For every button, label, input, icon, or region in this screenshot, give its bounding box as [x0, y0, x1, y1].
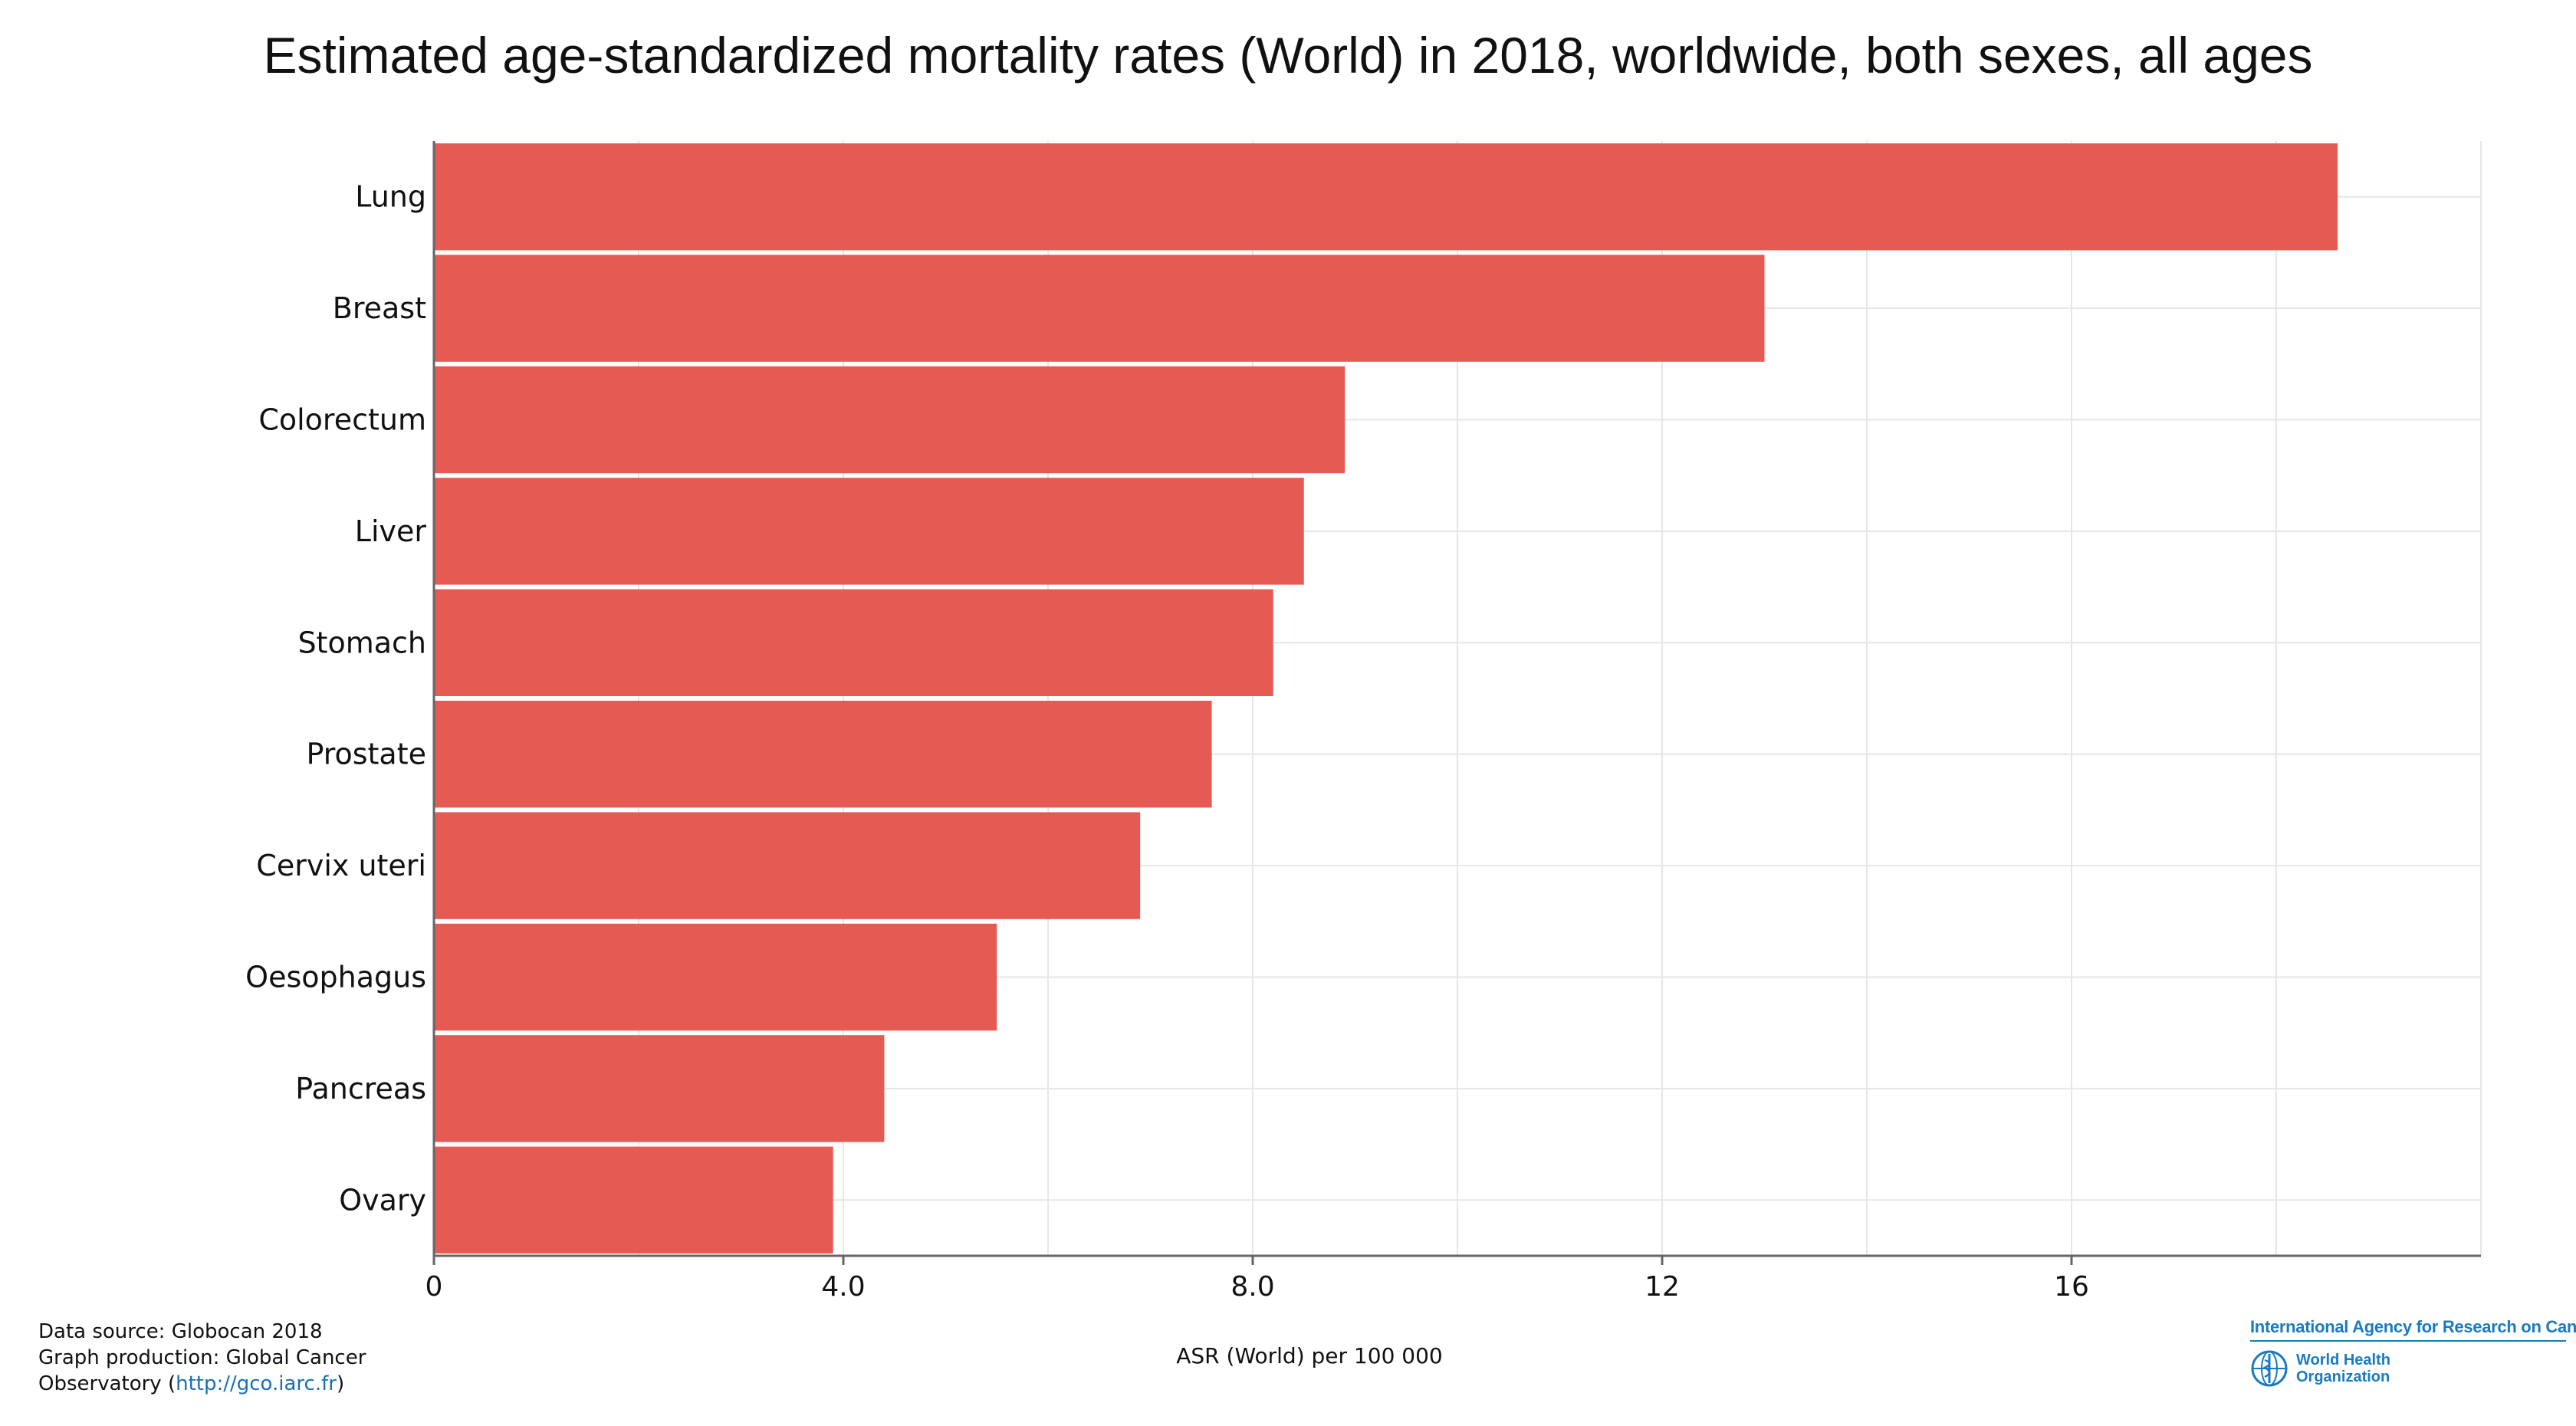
category-label: Ovary [339, 1183, 426, 1217]
bar-breast [434, 255, 1765, 362]
category-labels: Lung Breast Colorectum Liver Stomach Prostate… [245, 180, 426, 1217]
category-label: Colorectum [258, 403, 426, 437]
observatory-line: Observatory (http://gco.iarc.fr) [38, 1372, 345, 1395]
x-tick-label: 4.0 [821, 1271, 865, 1303]
who-name-line1: World Health [2296, 1352, 2390, 1368]
bar-oesophagus [434, 923, 997, 1031]
axes [432, 141, 2481, 1265]
bar-ovary [434, 1146, 833, 1254]
category-label: Pancreas [295, 1072, 426, 1106]
x-tick-label: 0 [426, 1271, 443, 1303]
who-name-line2: Organization [2296, 1368, 2390, 1385]
iarc-logo-text: International Agency for Research on Can… [2250, 1317, 2576, 1342]
who-emblem-icon [2251, 1350, 2288, 1387]
category-label: Liver [355, 514, 427, 548]
category-label: Breast [333, 291, 426, 325]
category-label: Cervix uteri [256, 849, 426, 882]
bar-pancreas [434, 1035, 885, 1142]
chart-title: Estimated age-standardized mortality rat… [263, 27, 2313, 84]
bar-lung [434, 143, 2338, 251]
gco-link[interactable]: http://gco.iarc.fr [176, 1372, 337, 1395]
x-tick-label: 16 [2054, 1271, 2089, 1303]
bar-cervix-uteri [434, 812, 1141, 919]
data-source-line: Data source: Globocan 2018 [38, 1320, 323, 1343]
x-tick-labels: 0 4.0 8.0 12 16 [426, 1271, 2089, 1303]
logos: International Agency for Research on Can… [2250, 1317, 2576, 1388]
category-label: Oesophagus [245, 961, 426, 994]
bar-stomach [434, 589, 1273, 696]
x-axis-title: ASR (World) per 100 000 [1176, 1343, 1442, 1368]
bars [434, 143, 2338, 1254]
who-logo: World Health Organization [2250, 1349, 2566, 1388]
data-source-note: Data source: Globocan 2018 Graph product… [38, 1319, 366, 1397]
x-tick-label: 8.0 [1230, 1271, 1274, 1303]
bar-colorectum [434, 366, 1346, 474]
x-tick-label: 12 [1644, 1271, 1680, 1303]
graph-production-line: Graph production: Global Cancer [38, 1346, 366, 1369]
category-label: Lung [355, 180, 426, 214]
category-label: Stomach [297, 626, 426, 659]
bar-liver [434, 478, 1304, 585]
bar-prostate [434, 701, 1212, 808]
category-label: Prostate [306, 738, 426, 771]
